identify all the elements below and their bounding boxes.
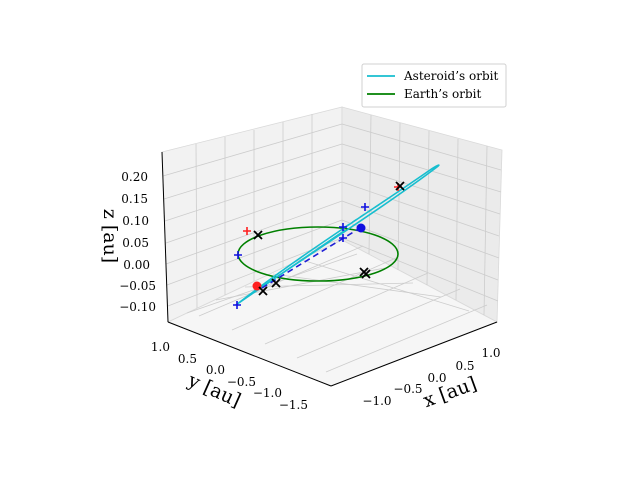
y-axis-line [167, 321, 332, 387]
black-x-marker [258, 286, 268, 296]
x-tick-label: −1.0 [362, 394, 391, 408]
asteroid-orbit-line [235, 164, 440, 306]
y-tick-label: 0.0 [206, 363, 225, 377]
y-tick-label: −0.5 [227, 375, 256, 389]
x-tick-label: 0.5 [455, 359, 474, 373]
blue-plus-marker [339, 234, 347, 242]
axis-lines [161, 151, 498, 387]
z-tick-label: 0.15 [121, 192, 148, 206]
black-x-marker [361, 269, 371, 279]
legend-label-asteroid: Asteroid’s orbit [403, 69, 498, 83]
blue-plus-marker [233, 301, 241, 309]
y-tick-label: −1.0 [253, 386, 282, 400]
z-tick-label: 0.20 [121, 170, 148, 184]
z-axis-line [161, 151, 169, 323]
markers [233, 181, 405, 309]
y-tick-label: 1.0 [151, 340, 170, 354]
x-axis-line [330, 321, 498, 387]
x-tick-label: 0.0 [427, 371, 446, 385]
y-tick-label: 0.5 [178, 352, 197, 366]
legend-box [361, 63, 507, 108]
blue-plus-marker [361, 203, 369, 211]
asteroid-dashed-segment [344, 203, 381, 228]
black-x-marker [271, 278, 281, 288]
x-tick-label: 1.0 [481, 346, 500, 360]
z-axis-label: z [au] [99, 209, 121, 263]
axes-panes [161, 106, 503, 387]
black-x-marker [253, 230, 263, 240]
y-tick-labels: 1.0 0.5 0.0 −0.5 −1.0 −1.5 [151, 340, 308, 412]
grid-lines [162, 114, 502, 373]
z-tick-label: 0.10 [122, 214, 149, 228]
z-tick-label: 0.05 [122, 236, 149, 250]
x-tick-label: −0.5 [393, 382, 422, 396]
z-tick-label: −0.10 [119, 300, 156, 314]
y-tick-label: −1.5 [279, 398, 308, 412]
blue-plus-marker [234, 251, 242, 259]
legend-label-earth: Earth’s orbit [404, 87, 481, 101]
z-tick-label: 0.00 [123, 258, 150, 272]
blue-plus-marker [339, 223, 347, 231]
z-tick-labels: 0.20 0.15 0.10 0.05 0.00 −0.05 −0.10 [119, 170, 156, 314]
black-x-marker [395, 181, 405, 191]
z-tick-label: −0.05 [119, 279, 156, 293]
red-plus-marker [243, 227, 251, 235]
x-tick-labels: −1.0 −0.5 0.0 0.5 1.0 [362, 346, 500, 408]
legend: Asteroid’s orbit Earth’s orbit [361, 63, 507, 108]
blue-point [356, 223, 366, 233]
